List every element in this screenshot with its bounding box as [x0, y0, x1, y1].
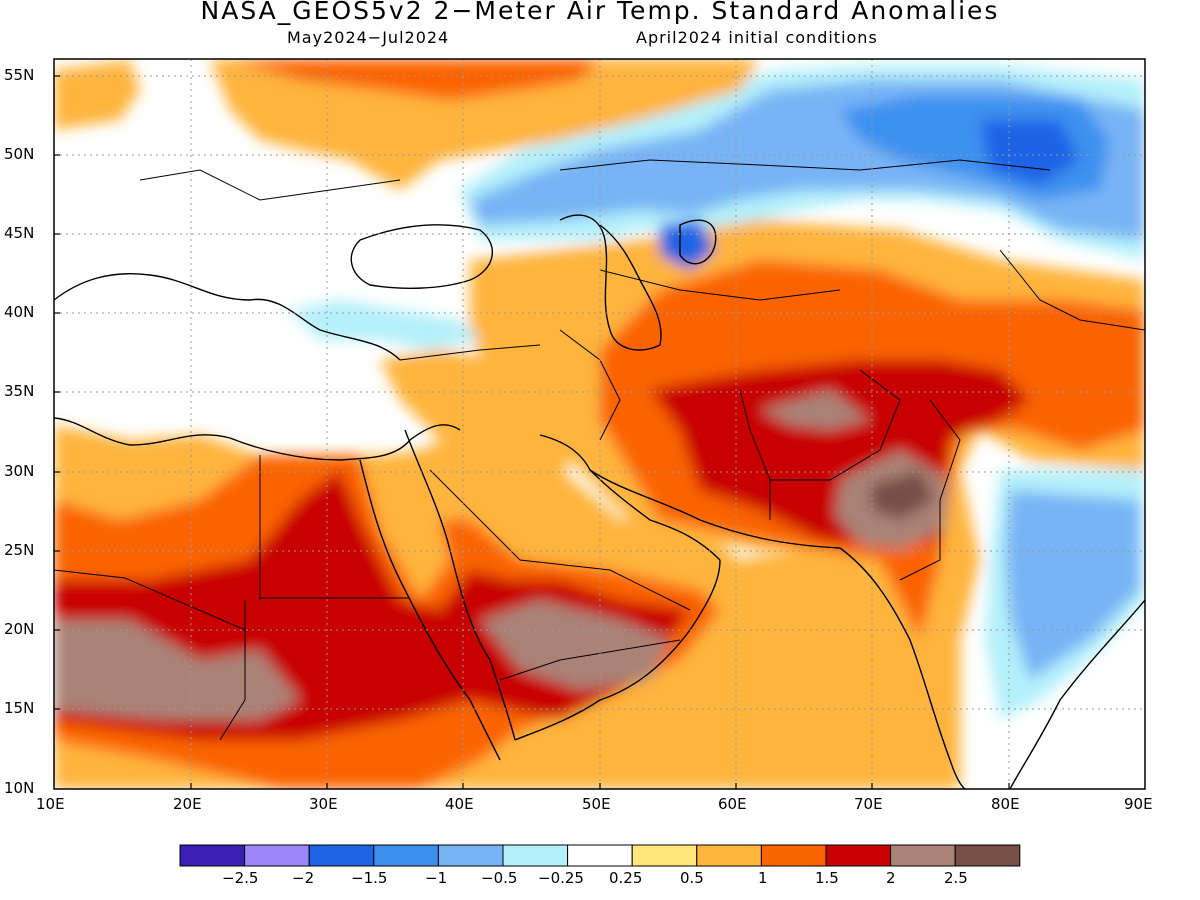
anomaly-region-arabia-2 [480, 600, 670, 690]
coast-india-east [1009, 599, 1145, 789]
lon-label-90e: 90E [1124, 795, 1153, 813]
coast-red-sea-east [404, 429, 516, 741]
border-iran-afghan [739, 389, 771, 520]
colorbar-swatch [567, 844, 633, 867]
colorbar-label: 0.5 [680, 869, 704, 887]
lon-label-20e: 20E [173, 795, 202, 813]
colorbar-swatch [760, 844, 827, 867]
lon-label-10e: 10E [36, 795, 65, 813]
colorbar-swatch [696, 844, 762, 867]
border-china [999, 249, 1145, 331]
border-turkey-syria [399, 344, 541, 361]
colorbar-swatch [502, 844, 569, 867]
colorbar-label: −0.5 [481, 869, 518, 887]
colorbar [179, 844, 1021, 867]
colorbar-label: −0.25 [538, 869, 584, 887]
colorbar-label: 2.5 [944, 869, 968, 887]
coastlines [54, 214, 1145, 789]
border-chad [219, 600, 246, 741]
anomaly-region-kazakh-2 [980, 120, 1080, 185]
border-pak-india [899, 399, 961, 581]
lon-label-70e: 70E [854, 795, 883, 813]
lat-label-35n: 35N [4, 382, 35, 400]
border-russia-kazakh [559, 159, 1051, 171]
lat-label-45n: 45N [4, 224, 35, 242]
coast-persian-gulf [539, 434, 721, 561]
anomaly-region-caspian-15 [660, 220, 715, 270]
lon-label-30e: 30E [309, 795, 338, 813]
lat-label-40n: 40N [4, 303, 35, 321]
coast-arabia-south [514, 559, 721, 741]
lon-label-40e: 40E [445, 795, 474, 813]
border-niger [54, 569, 246, 631]
border-yemen [499, 639, 681, 681]
coast-red-sea-west [359, 459, 501, 761]
coast-india-west [839, 547, 966, 789]
colorbar-label: 2 [886, 869, 896, 887]
map-title: NASA_GEOS5v2 2−Meter Air Temp. Standard … [200, 0, 1000, 25]
lon-label-50e: 50E [582, 795, 611, 813]
anomaly-region-mideast-05 [380, 350, 580, 480]
border-afghan-pak [770, 369, 901, 481]
border-saudi [429, 469, 691, 611]
colorbar-label: −2.5 [222, 869, 259, 887]
anomaly-region-africa-2 [54, 620, 300, 720]
colorbar-label: −1 [425, 869, 448, 887]
colorbar-swatch [308, 844, 375, 867]
coast-mediterranean-north [54, 273, 401, 361]
anomaly-region-iran-2 [760, 390, 870, 430]
lat-label-10n: 10N [4, 779, 35, 797]
axis-ticks [54, 75, 1010, 789]
anomaly-region-pakistan-25 [870, 470, 935, 520]
lat-label-50n: 50N [4, 145, 35, 163]
border-europe [139, 169, 401, 201]
colorbar-label: 1 [758, 869, 768, 887]
colorbar-swatch [631, 844, 698, 867]
lat-label-20n: 20N [4, 620, 35, 638]
coast-aral [679, 219, 717, 265]
borders [54, 159, 1145, 741]
lon-label-60e: 60E [718, 795, 747, 813]
lat-label-15n: 15N [4, 699, 35, 717]
lon-label-80e: 80E [991, 795, 1020, 813]
coast-black-sea [350, 224, 493, 289]
lat-label-25n: 25N [4, 541, 35, 559]
initial-conditions: April2024 initial conditions [636, 28, 878, 47]
colorbar-swatch [437, 844, 504, 867]
border-kazakh-uzbek [599, 269, 841, 301]
colorbar-swatch [954, 844, 1021, 867]
colorbar-label: −2 [292, 869, 315, 887]
coast-iran-south [589, 469, 841, 549]
colorbar-label: 0.25 [609, 869, 643, 887]
colorbar-swatch [373, 844, 439, 867]
anomaly-region-europe-1 [230, 59, 600, 100]
graticule [54, 59, 1145, 789]
colorbar-swatch [825, 844, 892, 867]
anomaly-region-scandi-05 [54, 60, 140, 130]
coast-caspian [559, 214, 662, 351]
colorbar-label: −1.5 [351, 869, 388, 887]
colorbar-swatch [890, 844, 956, 867]
colorbar-swatch [244, 844, 310, 867]
anomaly-region-india-1 [1005, 490, 1140, 680]
coast-north-africa [54, 417, 461, 461]
border-iraq-iran [559, 329, 621, 441]
lat-label-30n: 30N [4, 462, 35, 480]
colorbar-swatch [179, 844, 246, 867]
forecast-period: May2024−Jul2024 [287, 28, 450, 47]
anomaly-region-europe-05 [210, 59, 760, 190]
colorbar-label: 1.5 [815, 869, 839, 887]
lat-label-55n: 55N [4, 66, 35, 84]
